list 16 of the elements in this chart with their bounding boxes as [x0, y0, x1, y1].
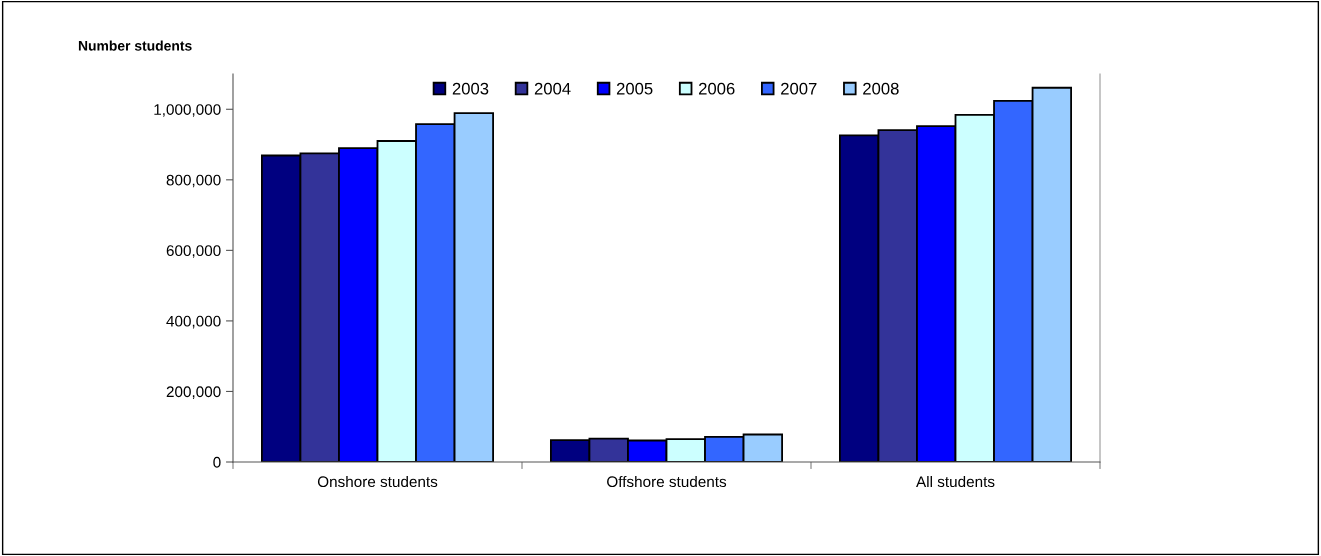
legend-label: 2006: [699, 82, 735, 95]
y-tick-label: 400,000: [166, 315, 221, 329]
y-tick-label: 600,000: [166, 245, 221, 258]
x-tick-label: All students: [916, 475, 995, 488]
y-tick-label: 800,000: [166, 174, 221, 188]
legend-label: 2008: [863, 82, 899, 95]
legend-label: 2003: [452, 82, 489, 95]
legend-label: 2007: [781, 82, 817, 95]
legend-label: 2005: [616, 82, 653, 95]
legend-label: 2004: [534, 82, 571, 95]
x-tick-label: Onshore students: [317, 475, 438, 488]
y-tick-label: 0: [213, 456, 221, 468]
x-tick-label: Offshore students: [607, 475, 727, 488]
y-tick-label: 200,000: [166, 386, 221, 399]
chart-title: Number students: [78, 40, 192, 51]
y-tick-label: 1,000,000: [154, 104, 221, 117]
